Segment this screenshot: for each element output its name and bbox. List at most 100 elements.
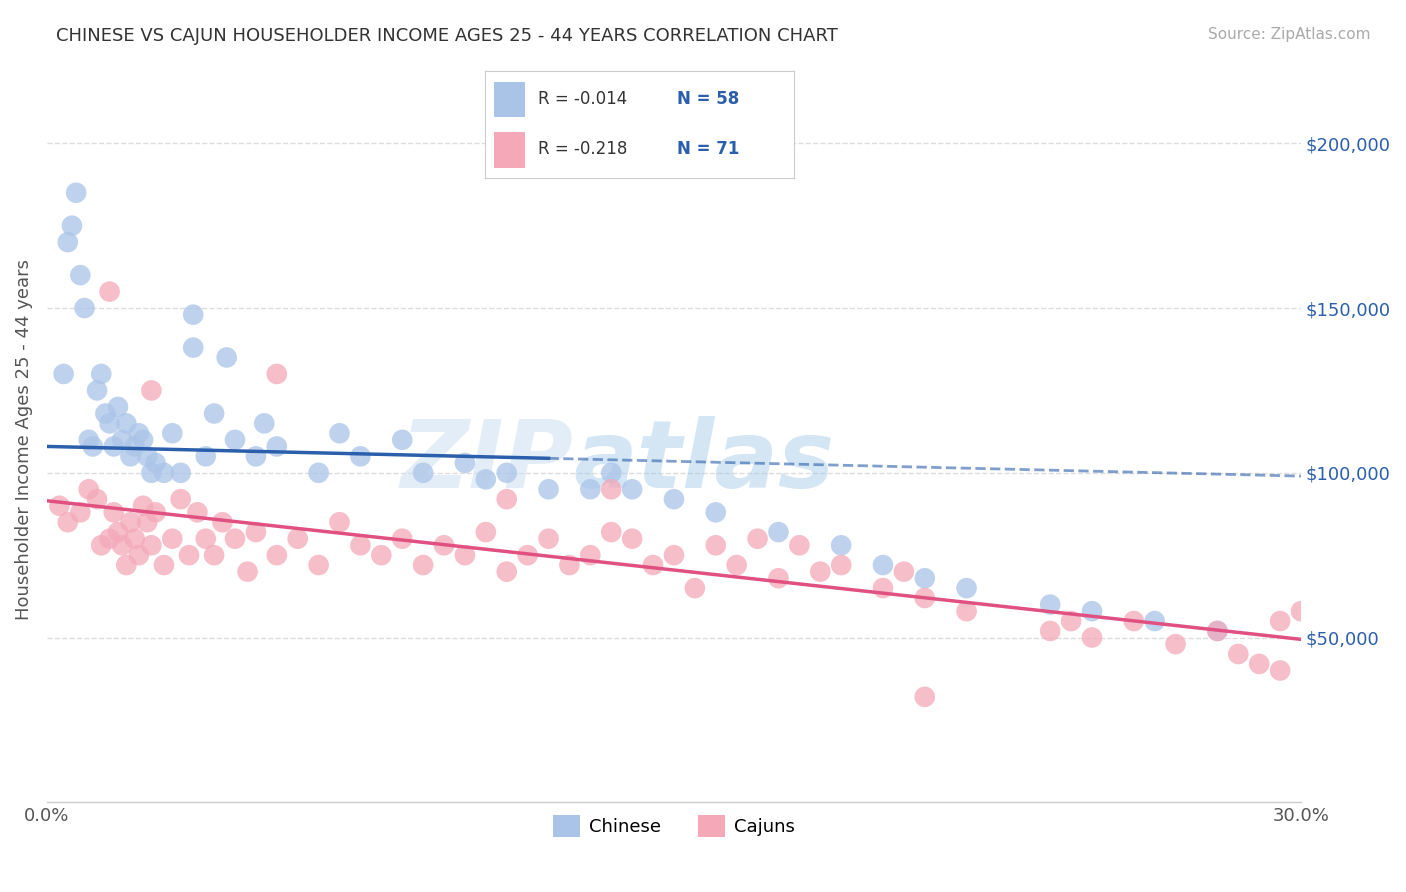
- Point: [370, 548, 392, 562]
- Point: [141, 384, 163, 398]
- Point: [103, 505, 125, 519]
- Point: [86, 384, 108, 398]
- Point: [955, 581, 977, 595]
- Point: [266, 367, 288, 381]
- Text: N = 71: N = 71: [676, 141, 740, 159]
- Point: [111, 538, 134, 552]
- Point: [98, 417, 121, 431]
- Point: [153, 466, 176, 480]
- Point: [181, 341, 204, 355]
- Point: [391, 532, 413, 546]
- Point: [914, 591, 936, 605]
- Point: [253, 417, 276, 431]
- Point: [1081, 631, 1104, 645]
- Point: [308, 466, 330, 480]
- Point: [872, 558, 894, 572]
- Point: [245, 525, 267, 540]
- Point: [808, 565, 831, 579]
- Point: [454, 548, 477, 562]
- Point: [328, 426, 350, 441]
- Legend: Chinese, Cajuns: Chinese, Cajuns: [546, 807, 801, 844]
- Point: [245, 450, 267, 464]
- Point: [391, 433, 413, 447]
- Text: R = -0.218: R = -0.218: [537, 141, 627, 159]
- Point: [115, 417, 138, 431]
- Point: [77, 433, 100, 447]
- Point: [169, 466, 191, 480]
- Text: R = -0.014: R = -0.014: [537, 90, 627, 108]
- Point: [90, 538, 112, 552]
- Point: [224, 433, 246, 447]
- Point: [69, 505, 91, 519]
- Point: [1206, 624, 1229, 638]
- Point: [202, 548, 225, 562]
- Point: [181, 308, 204, 322]
- Point: [1060, 614, 1083, 628]
- Point: [454, 456, 477, 470]
- FancyBboxPatch shape: [495, 82, 526, 118]
- Point: [65, 186, 87, 200]
- Point: [308, 558, 330, 572]
- Point: [169, 492, 191, 507]
- Point: [830, 538, 852, 552]
- Text: ZIP: ZIP: [401, 416, 574, 508]
- Point: [641, 558, 664, 572]
- Text: atlas: atlas: [574, 416, 835, 508]
- Point: [107, 525, 129, 540]
- Point: [82, 439, 104, 453]
- Point: [1227, 647, 1250, 661]
- Point: [48, 499, 70, 513]
- Point: [600, 483, 623, 497]
- Point: [1206, 624, 1229, 638]
- Point: [141, 466, 163, 480]
- Point: [914, 571, 936, 585]
- Point: [955, 604, 977, 618]
- Point: [830, 558, 852, 572]
- Point: [136, 450, 159, 464]
- Point: [747, 532, 769, 546]
- Point: [115, 558, 138, 572]
- Point: [56, 515, 79, 529]
- Point: [86, 492, 108, 507]
- Point: [412, 466, 434, 480]
- Point: [103, 439, 125, 453]
- Point: [56, 235, 79, 249]
- Point: [266, 439, 288, 453]
- Point: [893, 565, 915, 579]
- Point: [1122, 614, 1144, 628]
- Point: [621, 483, 644, 497]
- Point: [162, 426, 184, 441]
- Point: [1164, 637, 1187, 651]
- Point: [145, 505, 167, 519]
- Point: [77, 483, 100, 497]
- Point: [124, 532, 146, 546]
- Text: Source: ZipAtlas.com: Source: ZipAtlas.com: [1208, 27, 1371, 42]
- Point: [621, 532, 644, 546]
- Text: N = 58: N = 58: [676, 90, 740, 108]
- Text: CHINESE VS CAJUN HOUSEHOLDER INCOME AGES 25 - 44 YEARS CORRELATION CHART: CHINESE VS CAJUN HOUSEHOLDER INCOME AGES…: [56, 27, 838, 45]
- FancyBboxPatch shape: [495, 132, 526, 168]
- Point: [789, 538, 811, 552]
- Point: [1039, 598, 1062, 612]
- Point: [266, 548, 288, 562]
- Point: [662, 492, 685, 507]
- Point: [94, 407, 117, 421]
- Point: [475, 525, 498, 540]
- Point: [186, 505, 208, 519]
- Point: [516, 548, 538, 562]
- Y-axis label: Householder Income Ages 25 - 44 years: Householder Income Ages 25 - 44 years: [15, 260, 32, 620]
- Point: [145, 456, 167, 470]
- Point: [558, 558, 581, 572]
- Point: [495, 466, 517, 480]
- Point: [107, 400, 129, 414]
- Point: [60, 219, 83, 233]
- Point: [1249, 657, 1271, 671]
- Point: [69, 268, 91, 282]
- Point: [704, 538, 727, 552]
- Point: [136, 515, 159, 529]
- Point: [600, 466, 623, 480]
- Point: [98, 285, 121, 299]
- Point: [433, 538, 456, 552]
- Point: [579, 548, 602, 562]
- Point: [495, 492, 517, 507]
